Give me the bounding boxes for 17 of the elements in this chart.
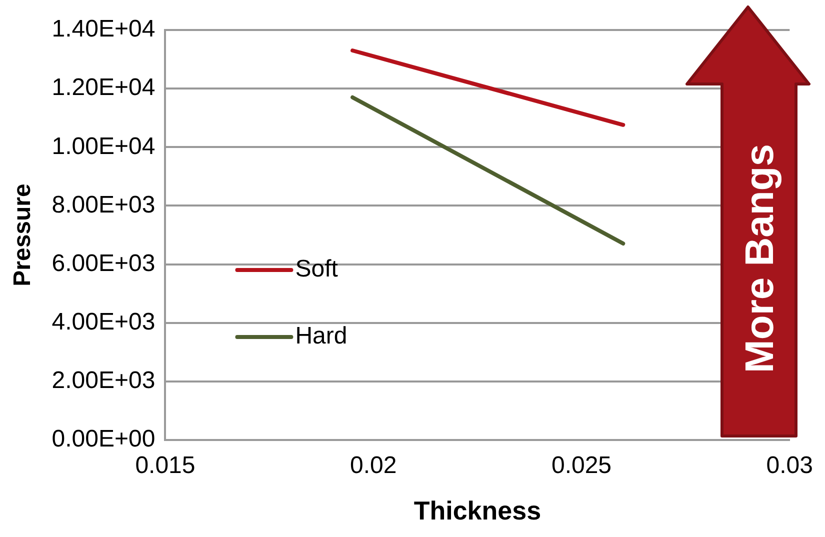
y-tick-label: 8.00E+03 <box>52 191 156 218</box>
annotation: More Bangs <box>738 144 782 372</box>
y-tick-label: 1.20E+04 <box>52 74 156 102</box>
y-tick-label: 1.00E+04 <box>52 132 156 160</box>
y-axis-title: Pressure <box>9 184 36 286</box>
x-tick-label: 0.025 <box>551 452 612 480</box>
legend-label: Hard <box>295 322 348 350</box>
y-tick-label: 2.00E+03 <box>52 367 156 394</box>
y-tick-label: 6.00E+03 <box>52 250 156 277</box>
x-axis-title: Thickness <box>414 496 542 526</box>
x-tick-label: 0.015 <box>135 452 196 480</box>
x-tick-label: 0.03 <box>766 452 814 480</box>
y-tick-label: 4.00E+03 <box>52 308 156 336</box>
legend-label: Soft <box>295 256 338 283</box>
x-tick-label: 0.02 <box>350 452 397 480</box>
y-tick-label: 0.00E+00 <box>52 426 156 453</box>
y-tick-label: 1.40E+04 <box>52 16 156 43</box>
